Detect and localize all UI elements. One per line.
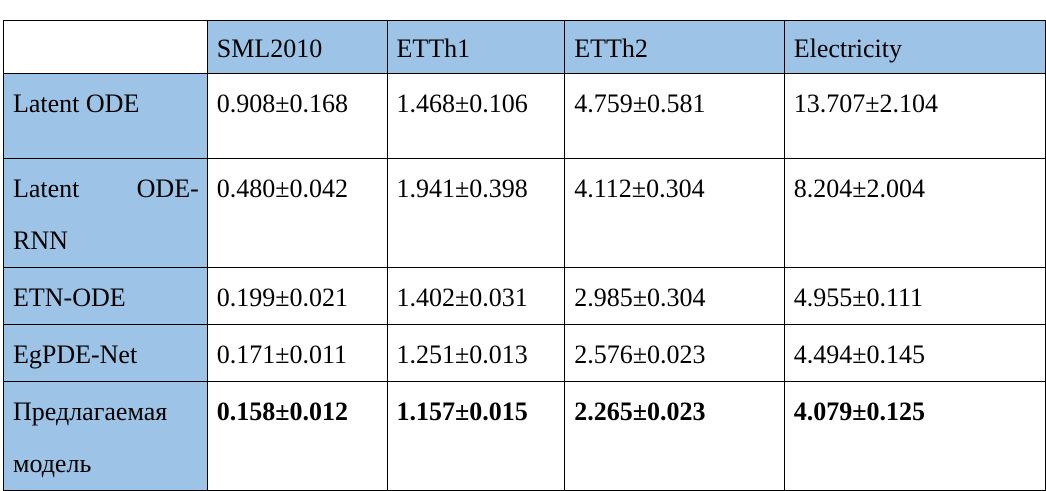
results-table: SML2010 ETTh1 ETTh2 Electricity Latent O…: [3, 20, 1046, 491]
table-row: Latent ODE 0.908±0.168 1.468±0.106 4.759…: [3, 73, 1046, 159]
row-label-latent-ode-rnn: Latent ODE- RNN: [3, 158, 208, 268]
table-cell: 4.494±0.145: [783, 324, 1046, 382]
table-cell: 0.199±0.021: [206, 267, 388, 325]
table-cell: 4.759±0.581: [564, 73, 785, 159]
table-cell: 1.251±0.013: [386, 324, 566, 382]
table-cell-best: 0.158±0.012: [206, 381, 388, 491]
row-label-etn-ode: ETN-ODE: [3, 267, 208, 325]
row-label-latent-ode: Latent ODE: [3, 73, 208, 159]
table-cell: 8.204±2.004: [783, 158, 1046, 268]
table-cell: 0.908±0.168: [206, 73, 388, 159]
table-row: EgPDE-Net 0.171±0.011 1.251±0.013 2.576±…: [3, 324, 1046, 382]
table-cell: 2.985±0.304: [564, 267, 785, 325]
row-label-line-1: Предлагаемая: [13, 397, 168, 426]
table-cell: 13.707±2.104: [783, 73, 1046, 159]
table-cell: 1.402±0.031: [386, 267, 566, 325]
table-cell-best: 2.265±0.023: [564, 381, 785, 491]
table-row: Предлагаемая модель 0.158±0.012 1.157±0.…: [3, 381, 1046, 491]
table-header-row: SML2010 ETTh1 ETTh2 Electricity: [3, 20, 1046, 74]
header-cell-electricity: Electricity: [783, 20, 1046, 74]
row-label-line-2: модель: [13, 449, 92, 478]
table-cell: 0.171±0.011: [206, 324, 388, 382]
table-cell: 1.941±0.398: [386, 158, 566, 268]
header-cell-etth2: ETTh2: [564, 20, 785, 74]
table-cell-best: 1.157±0.015: [386, 381, 566, 491]
table-cell-best: 4.079±0.125: [783, 381, 1046, 491]
table-row: ETN-ODE 0.199±0.021 1.402±0.031 2.985±0.…: [3, 267, 1046, 325]
row-label-line-1: Latent ODE-: [13, 174, 199, 203]
row-label-line-2: RNN: [13, 226, 68, 255]
header-cell-sml2010: SML2010: [206, 20, 388, 74]
table-cell: 1.468±0.106: [386, 73, 566, 159]
header-cell-etth1: ETTh1: [386, 20, 566, 74]
row-label-egpde-net: EgPDE-Net: [3, 324, 208, 382]
row-label-proposed-model: Предлагаемая модель: [3, 381, 208, 491]
header-cell-empty: [3, 20, 208, 74]
table-cell: 2.576±0.023: [564, 324, 785, 382]
table-cell: 4.112±0.304: [564, 158, 785, 268]
table-cell: 4.955±0.111: [783, 267, 1046, 325]
table-row: Latent ODE- RNN 0.480±0.042 1.941±0.398 …: [3, 158, 1046, 268]
table-cell: 0.480±0.042: [206, 158, 388, 268]
